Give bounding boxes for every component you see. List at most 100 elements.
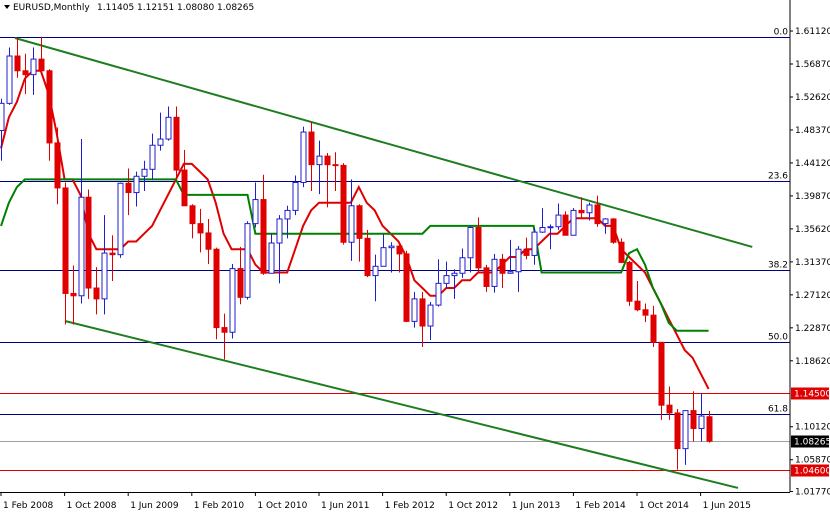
candle-body: [101, 252, 108, 300]
candle-body: [459, 257, 466, 274]
trendline: [64, 320, 739, 489]
candle-body: [539, 226, 546, 233]
fib-label: 61.8: [768, 405, 788, 415]
candle-body: [141, 168, 148, 177]
header-low: 1.08080: [177, 3, 214, 13]
y-tick-label: 1.56870: [795, 60, 830, 70]
y-tick-label: 1.35620: [795, 225, 830, 235]
candle-body: [602, 218, 609, 225]
candle-body: [380, 247, 387, 267]
y-tick-label: 1.61120: [795, 27, 830, 37]
candle-body: [372, 265, 379, 277]
x-tick-label: 1 Feb 2010: [194, 501, 245, 511]
header-open: 1.11405: [97, 3, 134, 13]
y-tick-label: 1.01770: [795, 488, 830, 498]
x-tick-label: 1 Feb 2012: [385, 501, 435, 511]
candle-body: [205, 232, 212, 250]
candle-body: [78, 196, 85, 297]
candle-body: [284, 209, 291, 220]
candle-body: [260, 199, 267, 274]
candle-body: [555, 214, 562, 228]
candle-body: [109, 252, 116, 256]
candle-body: [698, 415, 705, 429]
candle-body: [658, 341, 665, 406]
y-tick-label: 1.27120: [795, 291, 830, 301]
candle-body: [674, 412, 681, 450]
x-tick-label: 1 Oct 2008: [67, 501, 117, 511]
candle-body: [443, 275, 450, 284]
candle-body: [237, 268, 244, 298]
candle-body: [396, 245, 403, 255]
candle-body: [149, 144, 156, 170]
y-tick-label: 1.05870: [795, 456, 830, 466]
candle-body: [340, 164, 347, 243]
candle-body: [499, 258, 506, 274]
candle-body: [252, 199, 259, 225]
candle-body: [618, 241, 625, 263]
y-tick-label: 1.10120: [795, 423, 830, 433]
candle-body: [22, 70, 29, 76]
candle-body: [181, 169, 188, 207]
candle-body: [117, 182, 124, 256]
candle-body: [562, 214, 569, 236]
candle-body: [427, 304, 434, 327]
candle-body: [348, 205, 355, 243]
candle-body: [594, 204, 601, 225]
y-tick-label: 1.44120: [795, 159, 830, 169]
y-tick-label: 1.31370: [795, 258, 830, 268]
candle-body: [642, 309, 649, 316]
price-level-box: [791, 387, 829, 400]
candle-body: [165, 116, 172, 140]
candle-body: [157, 138, 164, 146]
price-level-box: [791, 464, 829, 477]
candle-body: [46, 70, 53, 144]
candle-body: [14, 55, 21, 72]
chart-title: EURUSD,Monthly: [13, 3, 90, 13]
candle-body: [419, 298, 426, 327]
candle-body: [626, 261, 633, 302]
candle-body: [475, 226, 482, 269]
candle-body: [411, 298, 418, 322]
candle-body: [38, 58, 45, 72]
x-tick-label: 1 Oct 2014: [639, 501, 689, 511]
current-price-label: 1.08265: [794, 438, 830, 448]
candle-body: [308, 131, 315, 166]
indicator-line: [0, 178, 709, 332]
header-high: 1.12151: [137, 3, 174, 13]
candle-body: [706, 416, 713, 442]
x-tick-label: 1 Feb 2014: [575, 501, 626, 511]
candle-body: [173, 116, 180, 171]
candle-body: [276, 218, 283, 244]
candle-body: [197, 223, 204, 234]
price-level-label: 1.04600: [794, 467, 830, 477]
candle-body: [467, 226, 474, 259]
y-tick-label: 1.22870: [795, 324, 830, 334]
candle-body: [483, 267, 490, 287]
candle-body: [54, 142, 61, 189]
candle-body: [364, 237, 371, 277]
y-tick-label: 1.18620: [795, 357, 830, 367]
menu-arrow: [4, 5, 10, 9]
candle-body: [610, 218, 617, 243]
candle-body: [62, 187, 69, 294]
candle-body: [690, 410, 697, 429]
x-tick-label: 1 Jun 2013: [512, 501, 560, 511]
candle-body: [586, 204, 593, 214]
candle-body: [0, 102, 5, 132]
candle-body: [388, 245, 395, 249]
candle-body: [93, 287, 100, 300]
header-close: 1.08265: [217, 3, 254, 13]
fib-label: 38.2: [768, 261, 788, 271]
candle-body: [634, 300, 641, 311]
candle-body: [244, 223, 251, 298]
candle-body: [682, 410, 689, 450]
x-tick-label: 1 Jun 2015: [703, 501, 751, 511]
y-tick-label: 1.39870: [795, 192, 830, 202]
candle-body: [491, 258, 498, 287]
current-price-box: [791, 435, 829, 448]
candle-body: [666, 404, 673, 414]
x-tick-label: 1 Oct 2010: [257, 501, 307, 511]
